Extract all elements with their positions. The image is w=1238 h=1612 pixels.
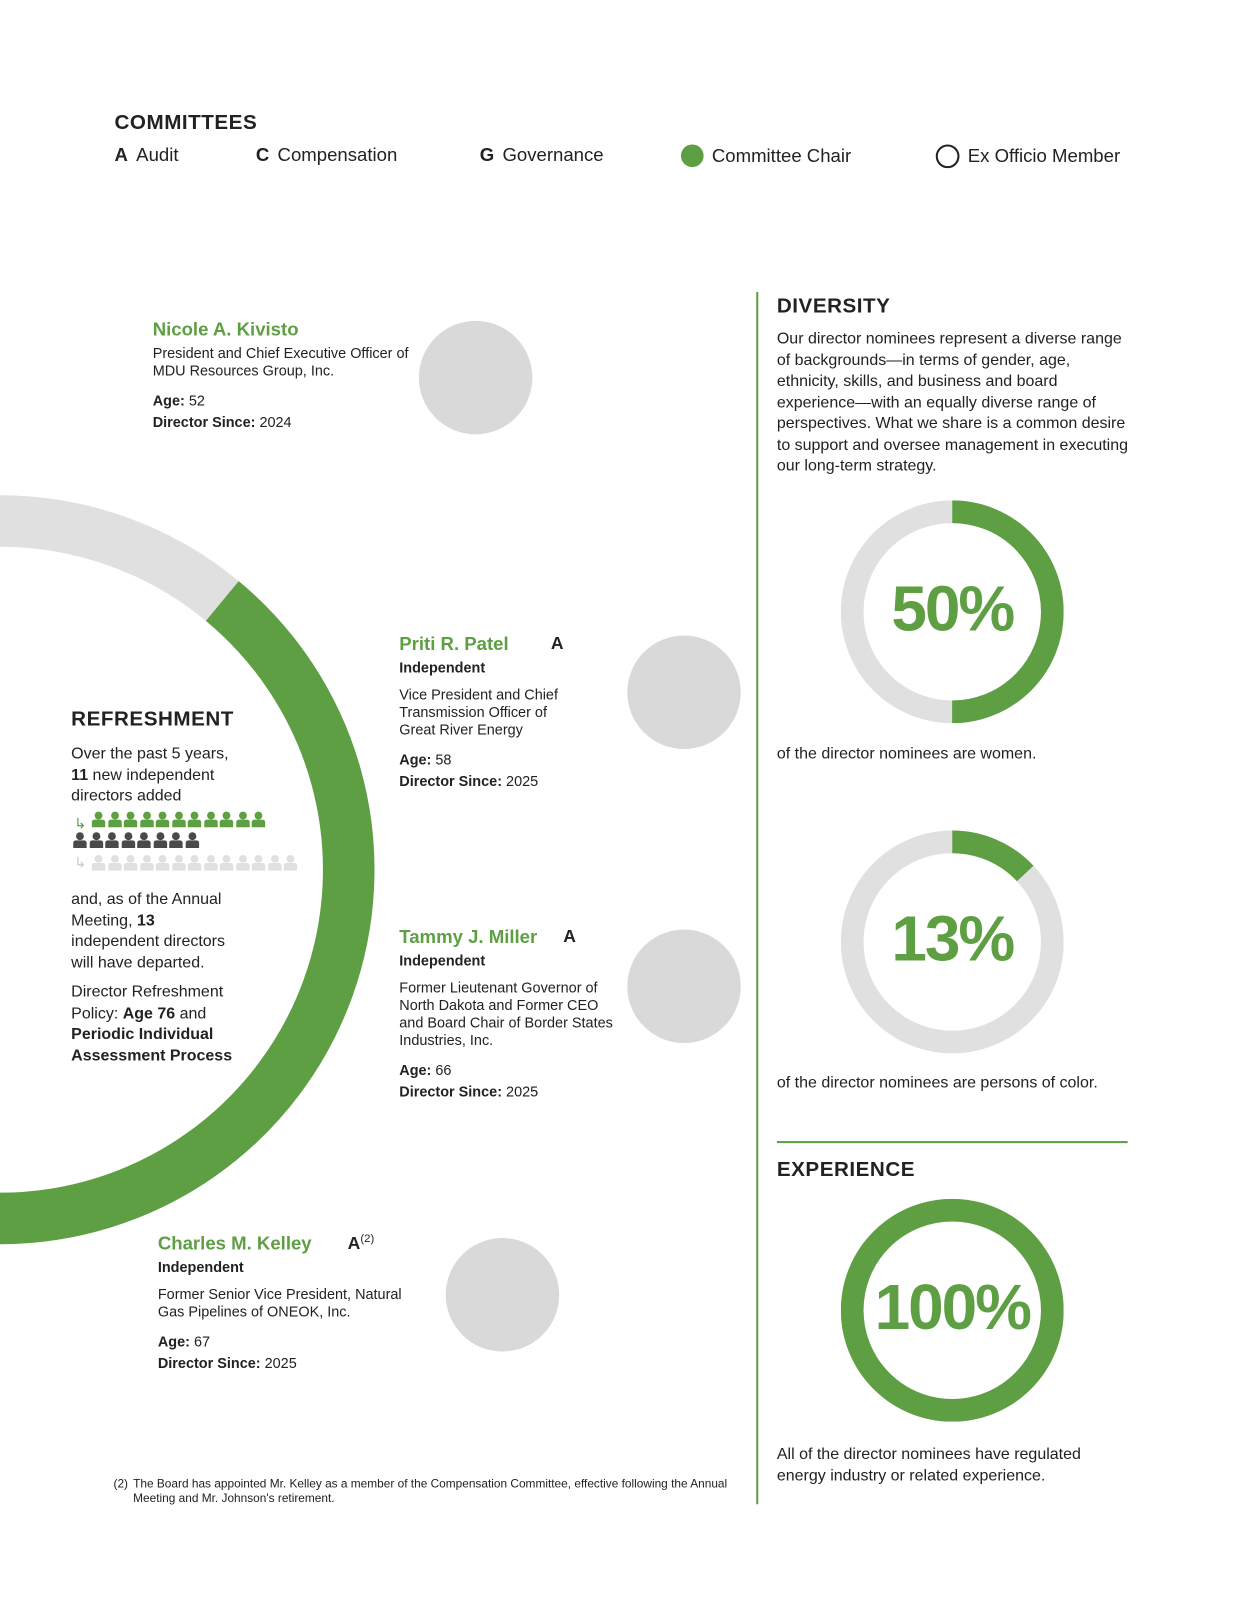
diversity-title: DIVERSITY <box>776 295 891 318</box>
person-icon <box>139 854 154 871</box>
director-name: Tammy J. Miller <box>399 926 538 948</box>
director-title: Former Senior Vice President, Natural Ga… <box>157 1285 402 1320</box>
diversity-text: Our director nominees represent a divers… <box>776 330 1129 475</box>
director-age: Age: 58 <box>399 751 452 768</box>
person-icon <box>121 832 135 849</box>
person-icon <box>105 832 119 849</box>
column-divider <box>756 291 759 1505</box>
director-title: Vice President and Chief Transmission Of… <box>399 686 558 738</box>
person-icon <box>155 854 170 871</box>
director-since: Director Since: 2024 <box>152 413 292 431</box>
person-icon <box>91 854 106 871</box>
person-icon <box>219 811 234 828</box>
person-icon <box>203 811 218 828</box>
arrow-down-icon: ↳ <box>74 815 87 832</box>
person-icon <box>251 811 266 828</box>
women-caption: of the director nominees are women. <box>776 744 1037 763</box>
independent-label: Independent <box>157 1258 244 1276</box>
person-icon <box>137 832 151 849</box>
person-icon <box>73 832 87 849</box>
legend-chair: Committee Chair <box>680 144 851 168</box>
committee-badge: A <box>563 926 576 947</box>
refreshment-policy-text: Director Refreshment Policy: Age 76 and … <box>71 983 233 1065</box>
person-icon <box>267 854 282 871</box>
director-title: Former Lieutenant Governor of North Dako… <box>399 979 613 1049</box>
women-donut <box>840 500 1064 724</box>
director-photo <box>627 929 741 1044</box>
director-age: Age: 67 <box>157 1332 211 1350</box>
experience-caption: All of the director nominees have regula… <box>776 1445 1081 1485</box>
refreshment-section: REFRESHMENT Over the past 5 years, 11 ne… <box>71 708 277 808</box>
person-icon <box>171 854 186 871</box>
section-divider <box>776 1141 1128 1144</box>
committees-title: COMMITTEES <box>114 111 258 135</box>
person-icon <box>251 854 266 871</box>
person-icon <box>235 854 250 871</box>
person-icon <box>91 811 106 828</box>
director-card: Charles M. Kelley A(2) Independent Former… <box>158 1233 416 1372</box>
director-card: Priti R. Patel A Independent Vice Preside… <box>399 633 616 790</box>
legend-audit: A Audit <box>114 144 179 166</box>
refreshment-title: REFRESHMENT <box>71 707 234 731</box>
director-photo <box>445 1238 560 1352</box>
director-age: Age: 52 <box>152 392 205 409</box>
filled-circle-icon <box>680 144 704 168</box>
donut-track <box>840 830 1064 1054</box>
open-circle-icon <box>935 144 960 169</box>
person-icon <box>107 811 122 828</box>
director-title: President and Chief Executive Officer of… <box>152 344 409 379</box>
person-icon <box>123 854 138 871</box>
person-icon <box>89 832 103 849</box>
committee-badge: A(2) <box>347 1232 375 1254</box>
refreshment-departed-text: and, as of the Annual Meeting, 13 indepe… <box>71 890 225 972</box>
color-percent: 13% <box>891 903 1015 975</box>
legend-compensation: C Compensation <box>255 144 398 166</box>
legend-exofficio: Ex Officio Member <box>935 144 1120 169</box>
director-photo <box>418 320 533 435</box>
arc-track <box>0 495 239 622</box>
director-since: Director Since: 2025 <box>399 1083 539 1100</box>
refreshment-added-text: Over the past 5 years, 11 new independen… <box>71 744 229 805</box>
person-icon <box>219 854 234 871</box>
person-icon <box>153 832 167 849</box>
person-icon <box>155 811 170 828</box>
arrow-right-icon: ↳ <box>74 854 87 871</box>
refreshment-arc <box>0 495 375 1245</box>
director-since: Director Since: 2025 <box>399 772 539 790</box>
person-icon <box>169 832 183 849</box>
independent-label: Independent <box>399 659 486 676</box>
person-icon <box>123 811 138 828</box>
person-icon <box>171 811 186 828</box>
director-card: Tammy J. Miller A Independent Former Lieu… <box>399 926 616 1100</box>
person-icon <box>187 854 202 871</box>
person-icon <box>235 811 250 828</box>
person-icon <box>139 811 154 828</box>
footnote: (2) The Board has appointed Mr. Kelley as… <box>113 1478 728 1506</box>
women-percent: 50% <box>891 573 1015 645</box>
director-age: Age: 66 <box>399 1061 452 1079</box>
person-icon <box>283 854 298 871</box>
person-icon <box>203 854 218 871</box>
legend-governance: G Governance <box>479 144 604 166</box>
director-photo <box>627 635 741 750</box>
experience-title: EXPERIENCE <box>776 1158 916 1182</box>
experience-percent: 100% <box>874 1272 1032 1344</box>
person-icon <box>187 811 202 828</box>
arc-fill <box>0 581 375 1245</box>
director-people-graphic: ↳ ↳ <box>72 811 309 875</box>
independent-label: Independent <box>399 952 486 969</box>
director-name: Nicole A. Kivisto <box>152 318 299 340</box>
committee-badge: A <box>550 633 564 654</box>
color-caption: of the director nominees are persons of … <box>776 1073 1098 1092</box>
director-name: Priti R. Patel <box>399 633 509 655</box>
person-icon <box>185 832 199 849</box>
donut-fill <box>840 1198 1064 1422</box>
director-name: Charles M. Kelley <box>157 1232 312 1254</box>
director-card: Nicole A. Kivisto President and Chief Ex… <box>153 319 411 431</box>
person-icon <box>107 854 122 871</box>
color-donut <box>840 830 1064 1054</box>
experience-donut <box>840 1198 1064 1422</box>
director-since: Director Since: 2025 <box>157 1354 297 1372</box>
